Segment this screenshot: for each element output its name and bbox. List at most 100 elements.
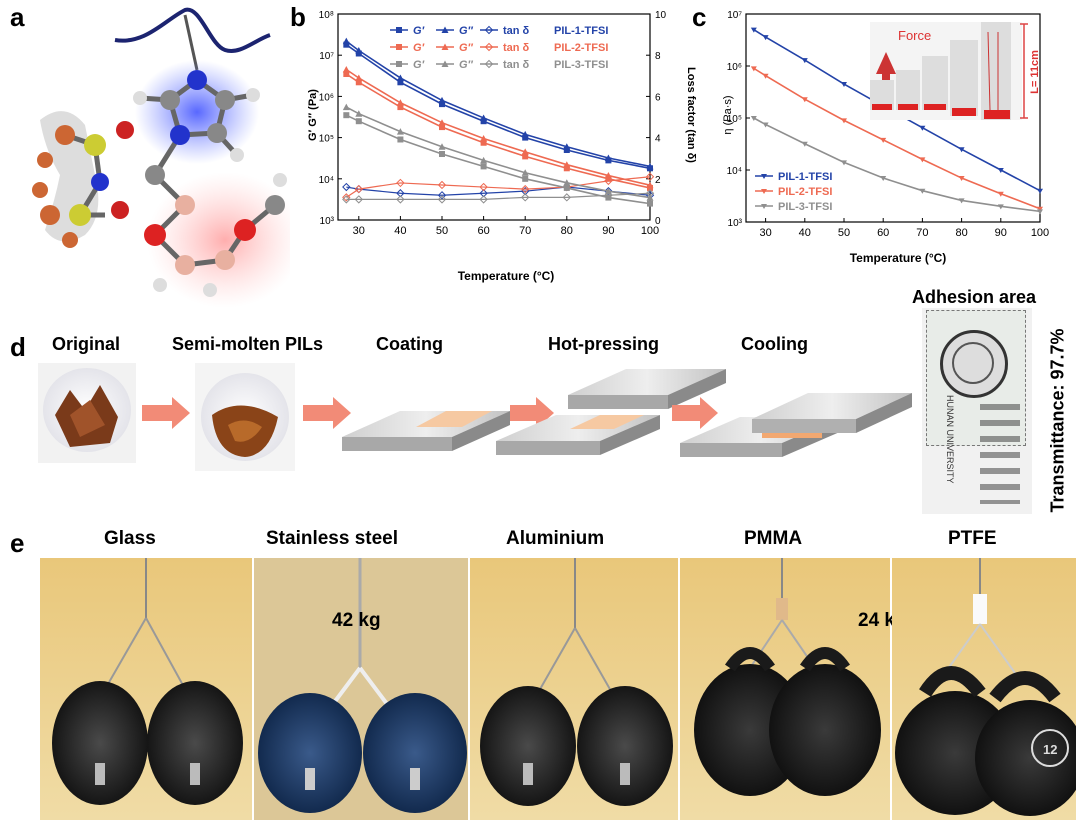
b-point (522, 134, 529, 141)
c-xtick-label: 50 (838, 227, 850, 239)
c-xtick-label: 90 (995, 227, 1007, 239)
step-hotpressing-label: Hot-pressing (548, 334, 660, 354)
c-point (919, 125, 926, 131)
b-point (479, 195, 488, 204)
c-legend-marker (761, 174, 767, 179)
pmma-photo: 24 kg (680, 558, 907, 820)
b-point (355, 47, 363, 54)
b-point (480, 118, 487, 125)
b-legend-marker (484, 59, 494, 69)
panel-label-b: b (290, 2, 306, 32)
c-point (958, 198, 965, 204)
b-series-line (345, 176, 651, 198)
b-point (396, 99, 404, 106)
step-cooling-label: Cooling (741, 334, 808, 354)
c-point (750, 27, 757, 33)
panel-label-c: c (692, 2, 707, 32)
ptfe-photo: 12 (892, 558, 1076, 820)
b-y2tick-label: 2 (655, 175, 661, 186)
c-ytick-label: 10⁵ (727, 114, 742, 125)
b-y2tick-label: 10 (655, 10, 667, 21)
step-coating-label: Coating (376, 334, 443, 354)
b-point (437, 180, 447, 190)
b-point (604, 172, 612, 179)
force-label: Force (898, 28, 931, 43)
b-point (396, 74, 404, 81)
c-xtick-label: 70 (916, 227, 928, 239)
c-legend-name: PIL-3-TFSI (778, 201, 832, 213)
b-point (397, 79, 404, 86)
transmittance-label: Transmittance: 97.7% (1047, 328, 1068, 513)
b-ylabel-right: Loss factor (tan δ) (685, 67, 696, 163)
b-y2tick-label: 4 (655, 134, 661, 145)
c-point (762, 35, 769, 41)
b-point (563, 161, 571, 168)
step-original-label: Original (52, 334, 121, 354)
b-point (480, 114, 488, 121)
b-legend-g2: G″ (459, 25, 474, 37)
b-legend-name: PIL-3-TFSI (554, 59, 608, 71)
b-point (343, 112, 350, 119)
c-point (880, 137, 887, 143)
b-legend-g2: G″ (459, 42, 474, 54)
material-pmma-label: PMMA (744, 528, 803, 549)
modulus-chart: G′ G″ (Pa) Loss factor (tan δ) Temperatu… (307, 10, 696, 283)
b-legend-tan: tan δ (503, 59, 530, 71)
c-point (958, 147, 965, 153)
b-point (563, 147, 570, 154)
b-xtick-label: 30 (353, 225, 365, 237)
b-point (354, 184, 364, 194)
c-xtick-label: 60 (877, 227, 889, 239)
c-xtick-label: 100 (1031, 227, 1049, 239)
b-point (521, 148, 529, 155)
material-stainless-label: Stainless steel (266, 528, 399, 549)
b-xlabel: Temperature (°C) (458, 269, 555, 283)
adhesion-area-label: Adhesion area (912, 287, 1037, 307)
b-point (342, 182, 351, 192)
b-series-line (346, 192, 651, 200)
b-point (342, 195, 351, 204)
b-point (520, 184, 530, 194)
c-point (801, 141, 808, 147)
b-point (438, 119, 446, 126)
b-legend-tan: tan δ (503, 25, 530, 37)
material-ptfe-label: PTFE (948, 528, 997, 549)
c-point (880, 176, 887, 182)
glass-photo (40, 558, 252, 820)
hotpressing-slides (496, 369, 726, 455)
c-xtick-label: 30 (759, 227, 771, 239)
b-point (438, 96, 446, 104)
b-point (605, 175, 612, 182)
b-point (397, 104, 404, 111)
c-point (1037, 188, 1043, 194)
b-point (480, 139, 487, 146)
c-point (1037, 206, 1043, 212)
c-point (750, 116, 757, 121)
paper-text: HUNAN UNIVERSITY (945, 395, 955, 484)
c-point (1037, 209, 1043, 215)
c-point (919, 157, 926, 163)
transmittance-photo: HUNAN UNIVERSITY (922, 308, 1032, 514)
material-glass-label: Glass (104, 528, 156, 549)
b-point (396, 128, 404, 135)
b-point (563, 143, 571, 150)
b-point (354, 195, 364, 204)
c-point (919, 188, 926, 194)
b-xtick-label: 60 (477, 225, 489, 237)
b-ytick-label: 10⁷ (319, 51, 334, 62)
weight-label-dumbbell: 42 kg (332, 610, 381, 631)
b-xtick-label: 80 (561, 225, 573, 237)
c-legend-name: PIL-1-TFSI (778, 171, 832, 183)
c-point (841, 82, 847, 88)
c-xtick-label: 40 (799, 227, 811, 239)
length-label: L= 11cm (1029, 50, 1041, 94)
c-ylabel: η (Pa·s) (722, 95, 734, 134)
material-aluminium-label: Aluminium (506, 528, 605, 549)
b-ytick-label: 10⁴ (319, 175, 334, 186)
c-point (762, 122, 769, 128)
c-point (750, 66, 757, 72)
b-point (479, 189, 488, 198)
b-point (342, 65, 350, 73)
b-point (355, 74, 363, 81)
b-point (397, 136, 404, 143)
